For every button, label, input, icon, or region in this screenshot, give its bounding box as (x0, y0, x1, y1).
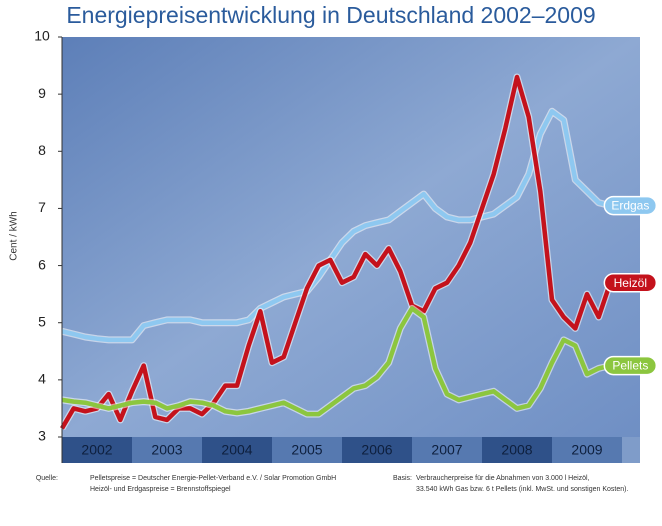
footer: Quelle: Pelletspreise = Deutscher Energi… (36, 475, 629, 493)
series-label: Pellets (603, 355, 658, 376)
year-band (482, 437, 552, 463)
y-tick-label: 6 (38, 256, 46, 272)
y-axis-label: Cent / kWh (9, 211, 20, 260)
year-band (62, 437, 132, 463)
y-tick-label: 9 (38, 85, 46, 101)
series-label-text: Pellets (612, 359, 648, 373)
x-tick-label: 2002 (81, 442, 112, 458)
year-band (342, 437, 412, 463)
chart-title: Energiepreisentwicklung in Deutschland 2… (66, 2, 595, 28)
line (60, 74, 613, 430)
x-tick-label: 2004 (221, 442, 252, 458)
series-label-box (603, 272, 658, 293)
x-tick-label: 2008 (501, 442, 532, 458)
series-label-box (603, 355, 658, 376)
x-tick-label: 2006 (361, 442, 392, 458)
series-label: Heizöl (603, 272, 658, 293)
year-band (272, 437, 342, 463)
source-line: Heizöl- und Erdgaspreise = Brennstoffspi… (90, 486, 231, 493)
source-line: Pelletspreise = Deutscher Energie-Pellet… (90, 475, 336, 482)
x-tick-label: 2007 (431, 442, 462, 458)
line (61, 109, 611, 343)
year-band (412, 437, 482, 463)
y-tick-label: 4 (38, 371, 46, 387)
year-band (552, 437, 622, 463)
x-tick-label: 2009 (571, 442, 602, 458)
source-label: Quelle: (36, 475, 58, 482)
y-tick-label: 10 (34, 28, 50, 44)
y-tick-label: 7 (38, 199, 46, 215)
x-tick-label: 2003 (151, 442, 182, 458)
basis-line: 33.540 kWh Gas bzw. 6 t Pellets (inkl. M… (416, 486, 628, 493)
x-tick-label: 2005 (291, 442, 322, 458)
series-label: Erdgas (603, 195, 658, 216)
basis-line: Verbraucherpreise für die Abnahmen von 3… (416, 475, 590, 482)
y-tick-label: 5 (38, 313, 46, 329)
series-label-text: Erdgas (611, 199, 649, 213)
y-tick-label: 3 (38, 428, 46, 444)
line (61, 306, 611, 417)
basis-label: Basis: (393, 475, 412, 482)
series-label-box (603, 195, 658, 216)
year-band (132, 437, 202, 463)
y-tick-label: 8 (38, 142, 46, 158)
series-label-text: Heizöl (614, 276, 647, 290)
year-band (202, 437, 272, 463)
